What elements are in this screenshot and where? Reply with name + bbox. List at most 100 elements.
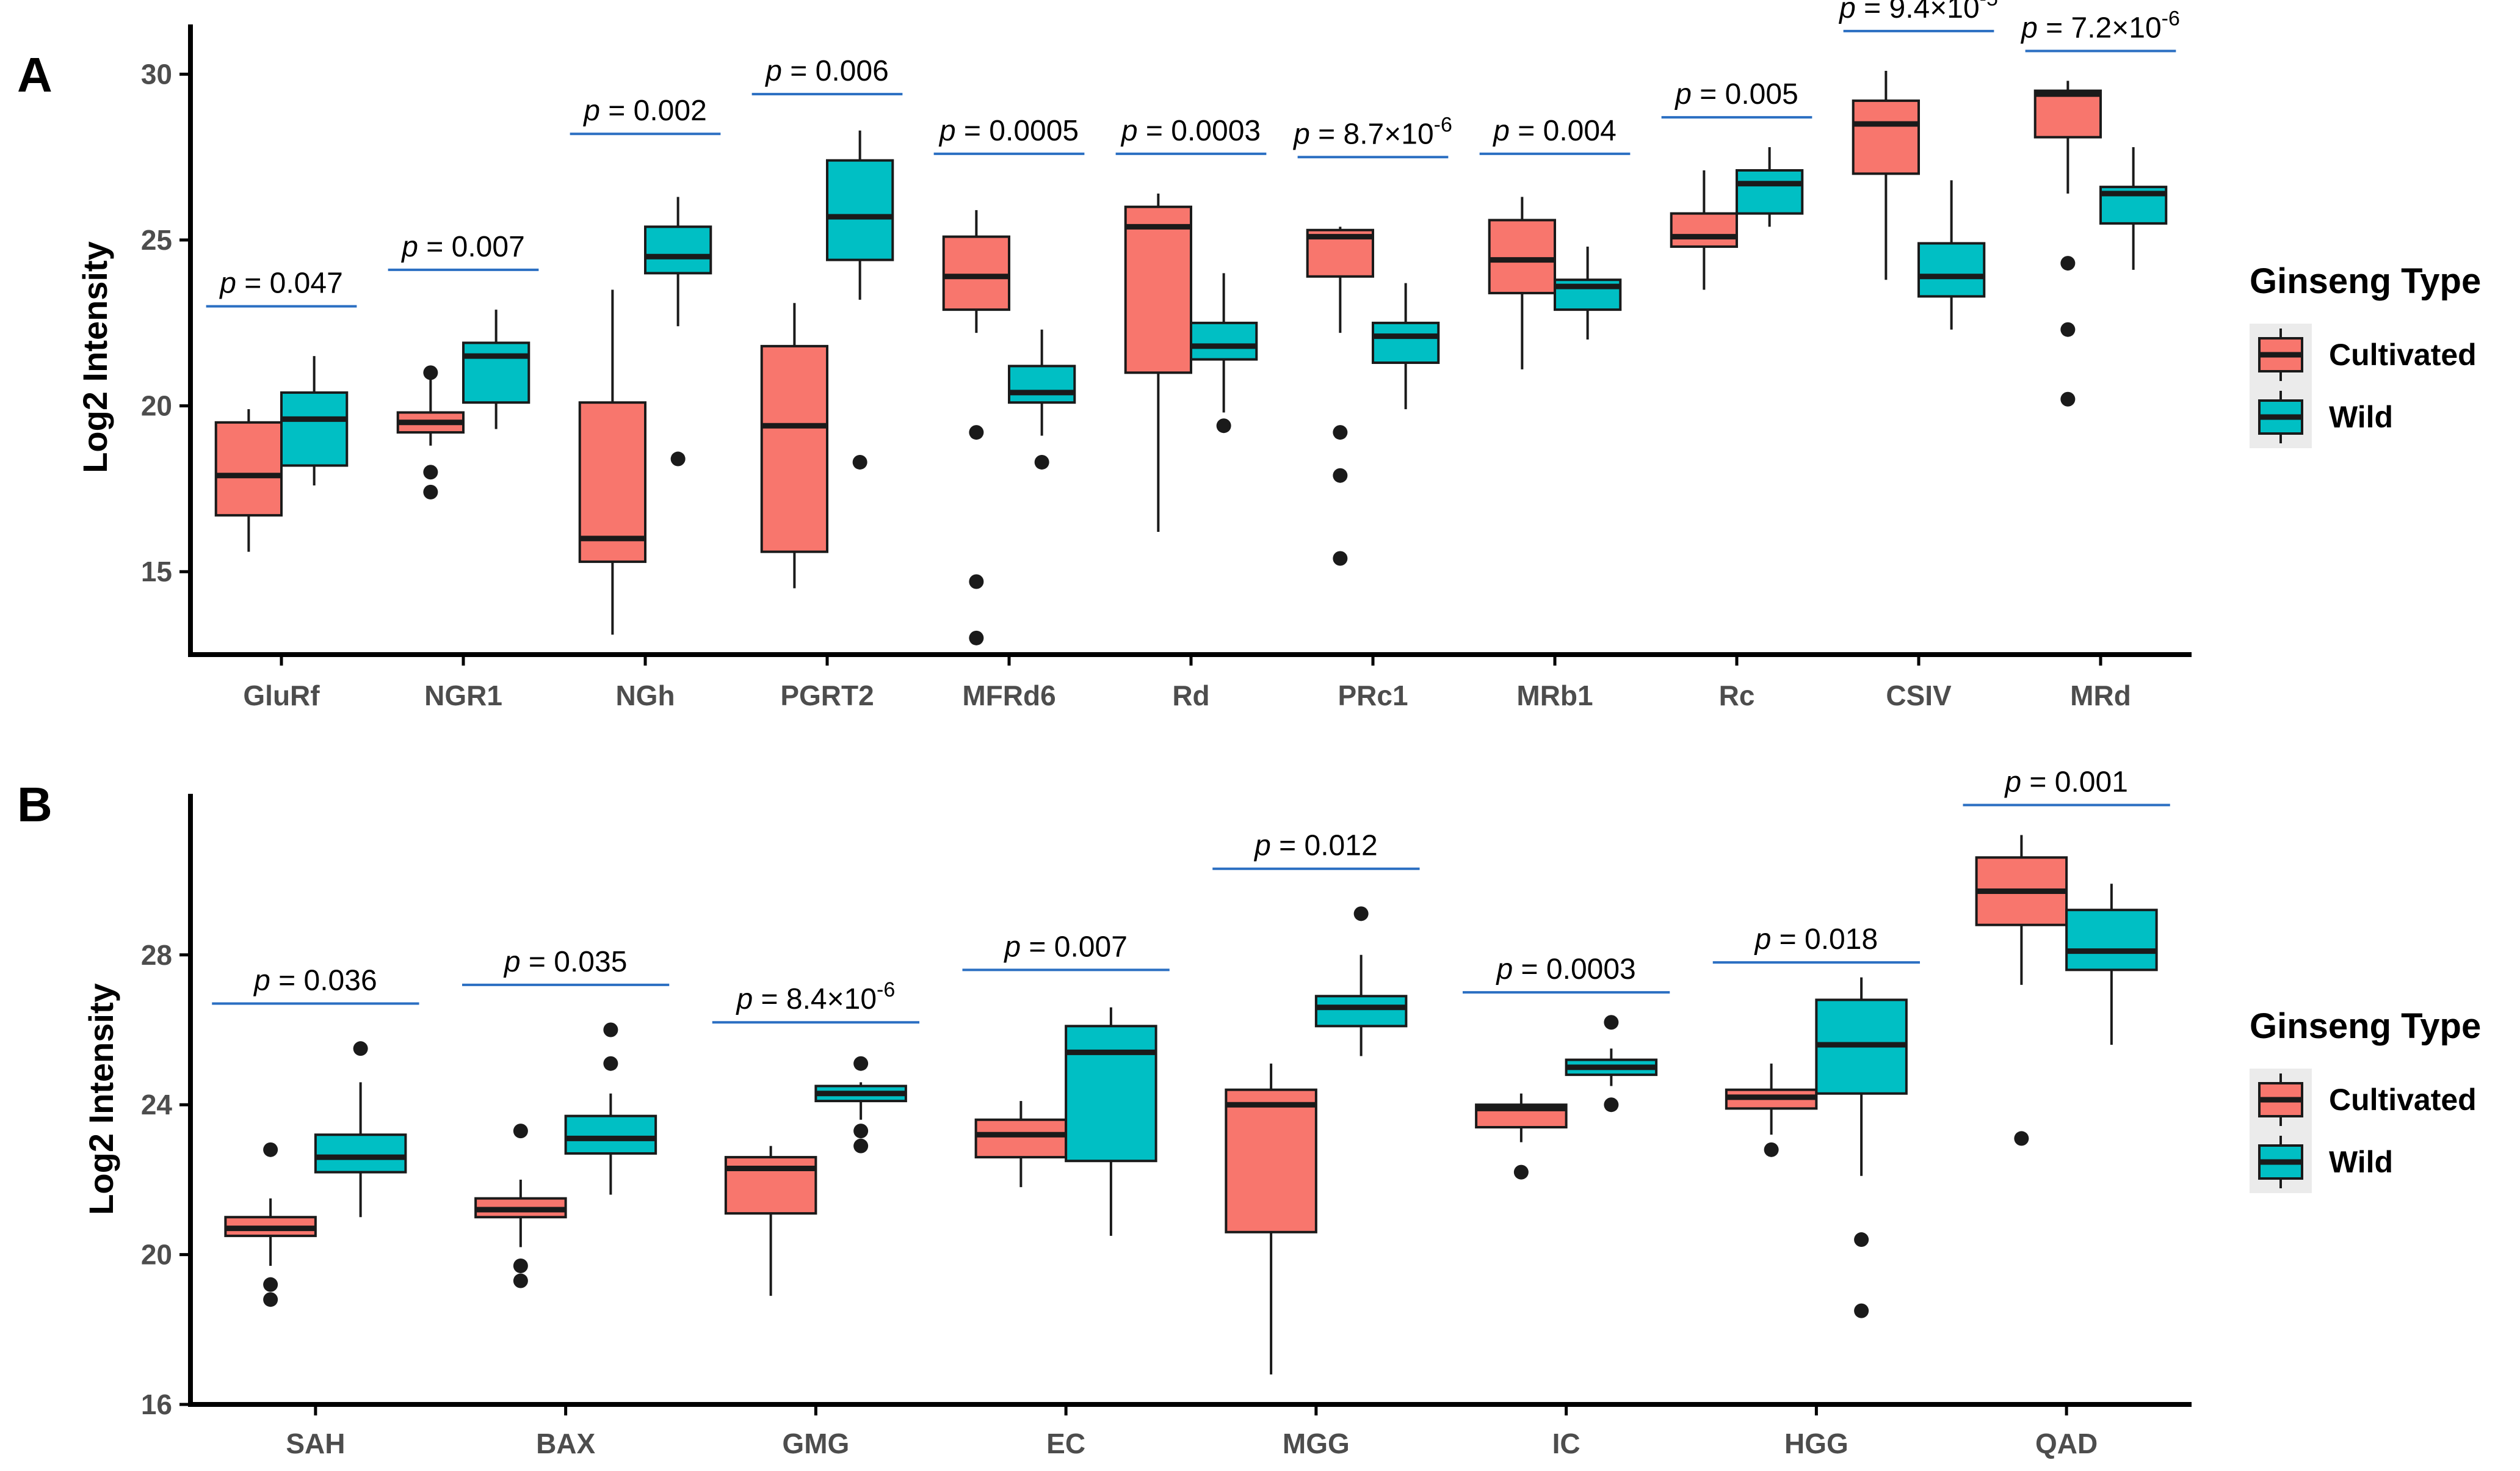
axis-lines: [188, 794, 2192, 1407]
x-tick-label: GluRf: [243, 680, 320, 711]
x-tick-label: SAH: [286, 1428, 345, 1459]
outlier-point: [603, 1022, 618, 1037]
box-wild: [1008, 365, 1076, 404]
pvalue-label: p = 9.4×10-5: [1838, 0, 1998, 24]
box-cultivated: [1852, 99, 1920, 175]
outlier-point: [2060, 322, 2076, 337]
box-cultivated: [1670, 212, 1738, 248]
outlier-point: [263, 1292, 278, 1307]
panel-letter: B: [17, 777, 52, 832]
pvalue-text: = 0.047: [236, 267, 343, 300]
panel-letter: A: [17, 48, 52, 102]
outlier-point: [1353, 906, 1369, 921]
y-tick-label: 15: [141, 556, 172, 587]
pvalue-prefix: p: [1003, 931, 1021, 963]
legend-title: Ginseng Type: [2250, 261, 2481, 301]
x-tick-label: BAX: [536, 1428, 595, 1459]
x-tick-label: NGR1: [424, 680, 502, 711]
pvalue-text: = 0.007: [418, 231, 525, 263]
box-cultivated: [1225, 1088, 1317, 1233]
outlier-point: [969, 574, 984, 589]
pvalue-text: = 0.035: [521, 946, 628, 978]
pvalue-prefix: p: [938, 115, 956, 147]
panel-b: B Log2 Intensity 16 20 24 28 SAH p = 0.036 BAX p …: [17, 766, 2192, 1459]
y-tick-label: 30: [141, 58, 172, 90]
outlier-point: [1034, 454, 1049, 470]
outlier-point: [1333, 425, 1348, 440]
pvalue-text: = 0.018: [1771, 923, 1878, 956]
x-tick-label: QAD: [2035, 1428, 2098, 1459]
box-wild: [826, 159, 894, 261]
pvalue-text: = 0.0003: [1138, 115, 1261, 147]
pvalue-label: p = 0.005: [1674, 78, 1798, 111]
pvalue-text: = 0.005: [1692, 78, 1798, 111]
box-wild: [564, 1114, 657, 1155]
axis-lines: [188, 24, 2192, 657]
box-wild: [462, 341, 530, 404]
pvalue-exponent: -6: [2162, 7, 2180, 30]
outlier-point: [1604, 1097, 1619, 1113]
box-cultivated: [2033, 89, 2102, 139]
x-tick-label: MFRd6: [962, 680, 1055, 711]
pvalue-label: p = 0.006: [764, 55, 889, 87]
box-wild: [2065, 909, 2158, 972]
y-axis-title: Log2 Intensity: [82, 983, 120, 1215]
box-wild: [314, 1133, 407, 1174]
pvalue-text: = 0.006: [782, 55, 889, 87]
box-wild: [1065, 1025, 1157, 1163]
y-tick-label: 16: [141, 1389, 172, 1420]
outlier-point: [513, 1259, 528, 1274]
y-tick-label: 20: [141, 1239, 172, 1271]
pvalue-text: = 0.001: [2021, 766, 2128, 798]
legend-a: Ginseng Type Cultivated Wild: [2250, 261, 2481, 448]
outlier-point: [1333, 468, 1348, 483]
outlier-point: [852, 454, 867, 470]
pvalue-prefix: p: [1253, 830, 1271, 862]
pvalue-prefix: p: [400, 231, 418, 263]
outlier-point: [1764, 1142, 1779, 1157]
y-tick-label: 24: [141, 1089, 173, 1121]
pvalue-text: = 0.036: [270, 965, 377, 997]
pvalue-exponent: -6: [1434, 113, 1452, 136]
outlier-point: [1333, 551, 1348, 566]
x-tick-label: PGRT2: [780, 680, 874, 711]
pvalue-label: p = 0.047: [219, 267, 343, 300]
pvalue-label: p = 0.035: [503, 946, 628, 978]
x-tick-label: GMG: [782, 1428, 849, 1459]
pvalue-label: p = 0.007: [400, 231, 525, 263]
pvalue-text: = 0.0005: [956, 115, 1079, 147]
box-wild: [1190, 321, 1258, 361]
pvalue-prefix: p: [219, 267, 236, 300]
outlier-point: [853, 1056, 869, 1071]
pvalue-prefix: p: [2020, 12, 2038, 44]
pvalue-prefix: p: [1120, 115, 1138, 147]
box-cultivated: [578, 401, 646, 563]
pvalue-exponent: -6: [877, 978, 895, 1001]
panel-a: A Log2 Intensity 15 20 25 30 GluRf p = 0.047 NGR…: [17, 0, 2192, 711]
pvalue-prefix: p: [1838, 0, 1856, 24]
pvalue-label: p = 0.018: [1754, 923, 1878, 956]
outlier-point: [1854, 1232, 1869, 1248]
pvalue-exponent: -5: [1980, 0, 1998, 10]
box-cultivated: [724, 1156, 817, 1215]
outlier-point: [1216, 418, 1231, 434]
pvalue-prefix: p: [1496, 953, 1513, 986]
box-cultivated: [214, 421, 283, 517]
pvalue-label: p = 0.012: [1253, 830, 1378, 862]
pvalue-label: p = 0.001: [2004, 766, 2128, 798]
pvalue-prefix: p: [2004, 766, 2021, 798]
pvalue-prefix: p: [503, 946, 521, 978]
outlier-point: [969, 425, 984, 440]
outlier-point: [353, 1041, 368, 1056]
pvalue-text: = 0.0003: [1513, 953, 1636, 986]
outlier-point: [263, 1277, 278, 1292]
outlier-point: [2014, 1131, 2029, 1146]
box-wild: [1917, 242, 1986, 298]
box-cultivated: [974, 1118, 1068, 1159]
pvalue-prefix: p: [1674, 78, 1692, 111]
legend-b: Ginseng Type Cultivated Wild: [2250, 1006, 2481, 1193]
box-wild: [1372, 321, 1440, 365]
pvalue-text: = 8.4×10: [753, 983, 877, 1015]
pvalue-prefix: p: [582, 95, 600, 127]
